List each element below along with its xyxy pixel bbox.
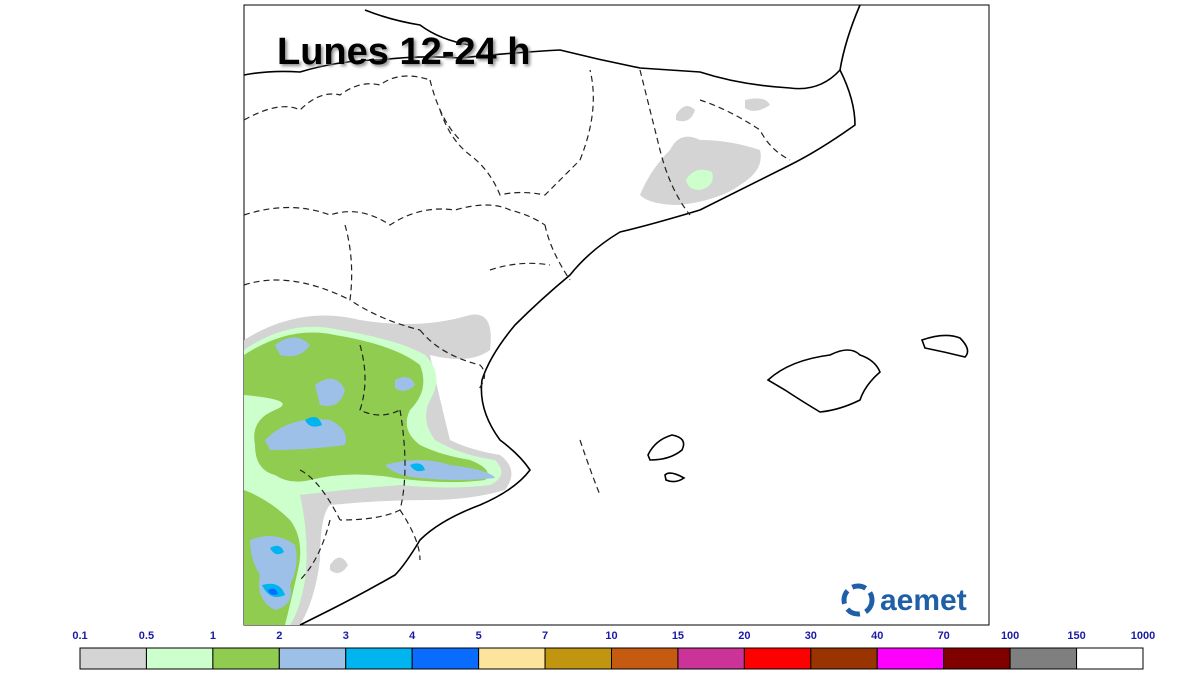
legend-level: 30	[805, 630, 817, 642]
legend-swatch	[611, 647, 679, 670]
legend-swatch	[677, 647, 745, 670]
menorca	[920, 334, 969, 358]
legend-level: 3	[343, 630, 349, 642]
legend-swatch	[278, 647, 347, 670]
legend-level: 0.1	[72, 630, 87, 642]
logo-text: aemet	[880, 584, 967, 617]
legend-level: 0.5	[139, 630, 154, 642]
mallorca	[766, 349, 881, 413]
legend-swatch	[1009, 647, 1078, 670]
legend-level: 40	[871, 630, 883, 642]
legend-level: 5	[476, 630, 482, 642]
ibiza	[647, 434, 685, 461]
legend-swatch	[743, 647, 812, 670]
map-title: Lunes 12-24 h	[277, 31, 530, 73]
legend-swatch	[79, 647, 147, 670]
legend-swatch	[478, 647, 546, 670]
legend-level: 15	[672, 630, 684, 642]
coastline	[243, 9, 841, 90]
legend-swatch	[411, 647, 480, 670]
legend-swatch	[1076, 647, 1144, 670]
legend-level: 2	[276, 630, 282, 642]
legend: 0.1 0.5 1 2 3 4 5 7 10 15 20 30 40 70 100 150 1000	[72, 630, 1155, 670]
legend-swatch	[943, 647, 1011, 670]
legend-level: 1	[210, 630, 216, 642]
rain-05	[686, 169, 713, 190]
logo-icon	[841, 583, 875, 617]
legend-level: 150	[1067, 630, 1085, 642]
legend-level: 100	[1001, 630, 1019, 642]
legend-level: 70	[938, 630, 950, 642]
legend-swatch	[145, 647, 214, 670]
map: aemet Lunes 12-24 h	[243, 4, 990, 626]
rain-1	[244, 332, 488, 625]
legend-level: 4	[409, 630, 416, 642]
legend-swatch	[212, 647, 280, 670]
legend-swatch	[345, 647, 413, 670]
logo: aemet	[841, 583, 967, 617]
map-frame	[243, 4, 990, 626]
legend-level: 10	[605, 630, 617, 642]
rain-4	[268, 588, 278, 595]
legend-level: 20	[738, 630, 750, 642]
formentera	[664, 472, 686, 483]
legend-swatch	[544, 647, 612, 670]
legend-level: 1000	[1131, 630, 1155, 642]
rain-2	[250, 337, 495, 610]
precipitation	[244, 98, 770, 625]
legend-level: 7	[542, 630, 548, 642]
region-border	[243, 69, 791, 581]
legend-swatch	[876, 647, 945, 670]
coastline	[299, 4, 861, 626]
legend-swatch	[810, 647, 878, 670]
